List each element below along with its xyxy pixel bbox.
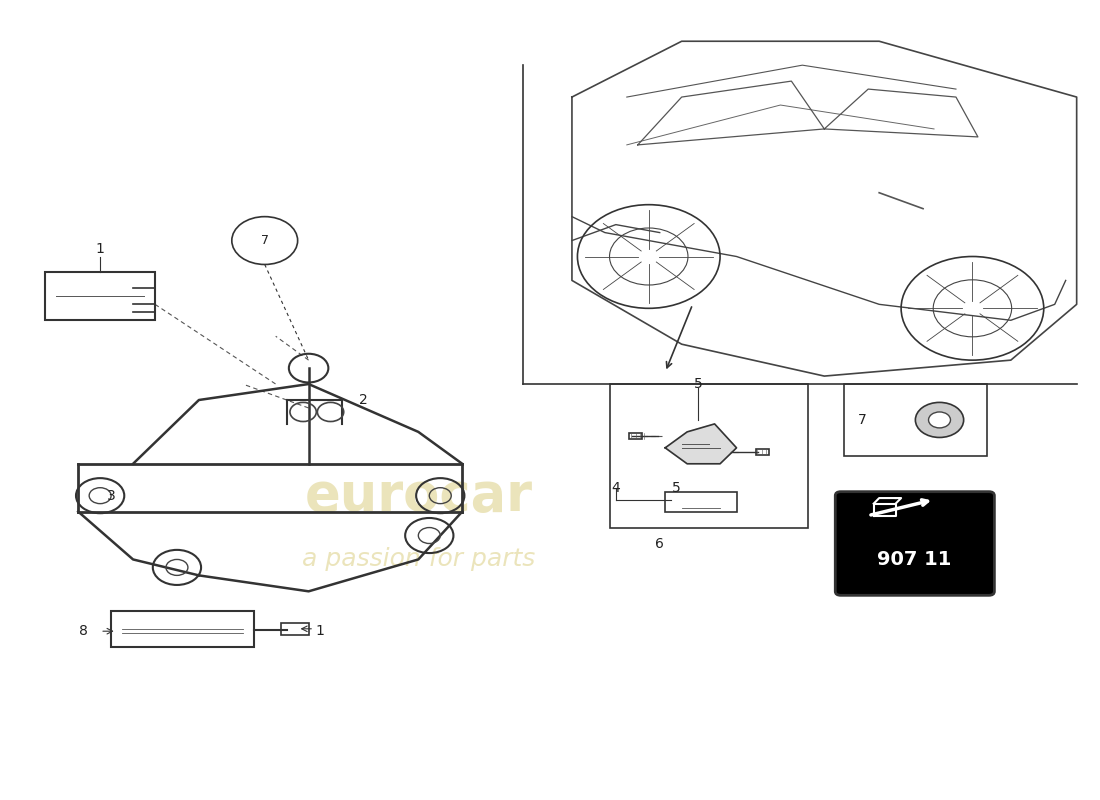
Circle shape <box>928 412 950 428</box>
Bar <box>610 384 807 527</box>
Bar <box>45 273 155 320</box>
Text: 1: 1 <box>96 242 104 255</box>
Bar <box>111 611 254 647</box>
Circle shape <box>915 402 964 438</box>
Bar <box>629 433 642 439</box>
Text: 907 11: 907 11 <box>877 550 952 569</box>
Bar <box>282 623 309 635</box>
Text: 7: 7 <box>261 234 268 247</box>
Text: 6: 6 <box>656 537 664 550</box>
FancyBboxPatch shape <box>835 492 994 595</box>
Text: 3: 3 <box>107 489 116 502</box>
Text: 1: 1 <box>315 624 324 638</box>
Text: 4: 4 <box>612 481 620 494</box>
Text: 2: 2 <box>359 393 367 407</box>
Bar <box>757 449 769 455</box>
Polygon shape <box>666 424 737 464</box>
Text: 8: 8 <box>79 624 88 638</box>
Bar <box>844 384 987 456</box>
Text: 5: 5 <box>694 377 703 391</box>
Bar <box>666 492 737 512</box>
Text: a passion for parts: a passion for parts <box>301 547 535 571</box>
Text: 7: 7 <box>858 413 867 427</box>
Text: eurocar: eurocar <box>305 470 532 522</box>
Text: 5: 5 <box>672 481 681 494</box>
